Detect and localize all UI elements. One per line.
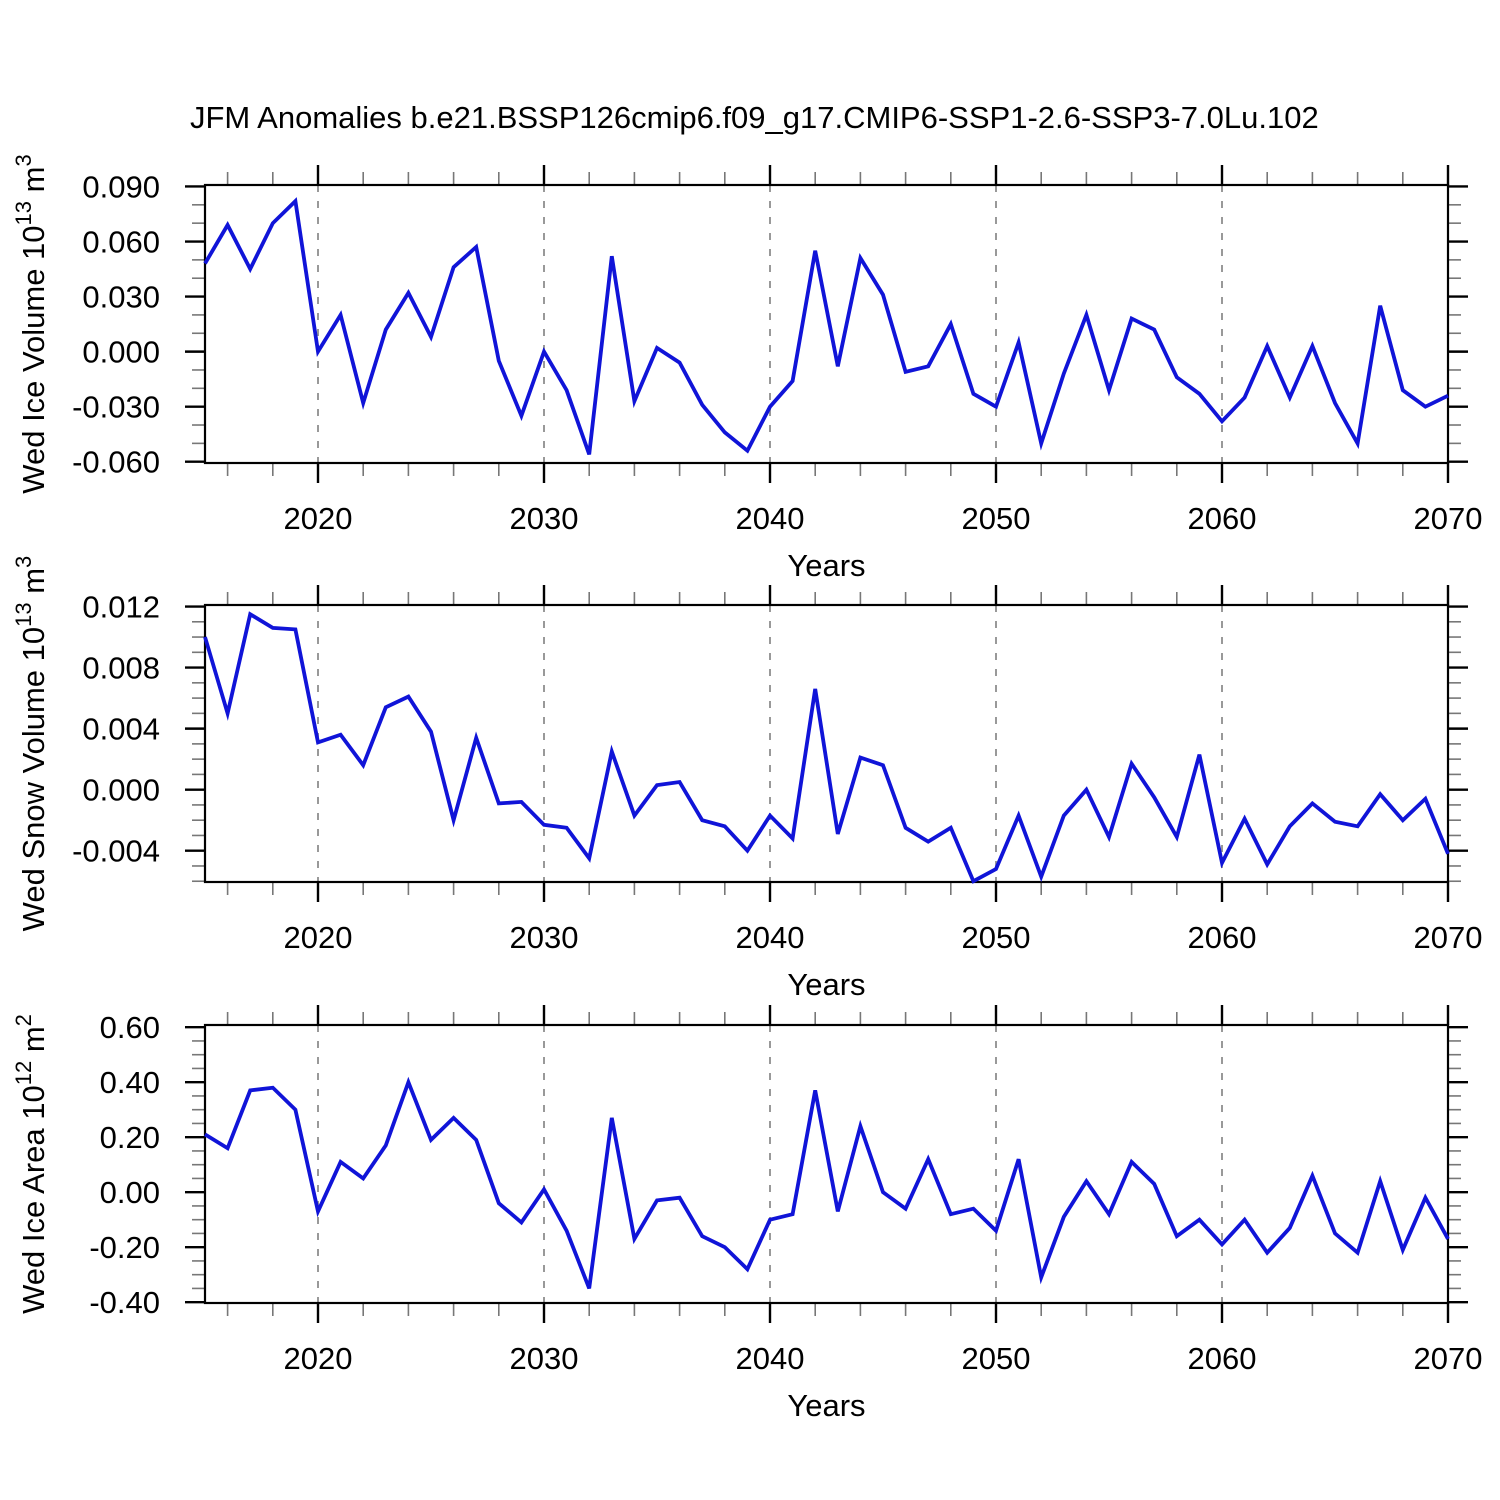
- y-tick-label: 0.000: [82, 773, 160, 808]
- x-tick-label: 2020: [284, 920, 353, 955]
- y-tick-label: 0.20: [100, 1120, 160, 1155]
- x-axis-title: Years: [787, 967, 865, 1002]
- x-tick-label: 2020: [284, 1341, 353, 1376]
- y-tick-label: 0.00: [100, 1175, 160, 1210]
- x-tick-label: 2020: [284, 501, 353, 536]
- y-tick-label: -0.060: [72, 445, 160, 480]
- x-tick-label: 2040: [736, 1341, 805, 1376]
- y-tick-label: 0.60: [100, 1010, 160, 1045]
- y-tick-label: -0.20: [89, 1230, 160, 1265]
- series-line: [203, 611, 1450, 884]
- x-axis-title: Years: [787, 548, 865, 583]
- y-tick-label: -0.40: [89, 1285, 160, 1320]
- x-tick-label: 2060: [1188, 501, 1257, 536]
- x-tick-label: 2070: [1414, 501, 1483, 536]
- y-tick-label: -0.030: [72, 390, 160, 425]
- y-tick-label: 0.012: [82, 590, 160, 625]
- x-tick-label: 2070: [1414, 920, 1483, 955]
- y-tick-label: 0.40: [100, 1065, 160, 1100]
- x-tick-label: 2060: [1188, 920, 1257, 955]
- x-tick-label: 2070: [1414, 1341, 1483, 1376]
- y-tick-label: 0.004: [82, 712, 160, 747]
- panel-3: 0.60 0.40 0.20 0.00 -0.20 -0.40 2020 2030 2040 20…: [11, 1005, 1482, 1423]
- y-axis-title: Wed Ice Volume 1013 m3: [11, 154, 51, 493]
- series-line: [203, 197, 1449, 456]
- y-tick-label: 0.030: [82, 280, 160, 315]
- plot-frame: [203, 1023, 1450, 1305]
- y-tick-label: 0.060: [82, 225, 160, 260]
- x-tick-label: 2060: [1188, 1341, 1257, 1376]
- chart-title: JFM Anomalies b.e21.BSSP126cmip6.f09_g17…: [190, 100, 1319, 135]
- x-tick-label: 2050: [962, 501, 1031, 536]
- panel-1: 0.090 0.060 0.030 0.000 -0.030 -0.060 2020 2030…: [11, 154, 1482, 583]
- x-tick-label: 2040: [736, 501, 805, 536]
- x-tick-label: 2030: [510, 920, 579, 955]
- x-tick-label: 2030: [510, 1341, 579, 1376]
- x-tick-label: 2050: [962, 920, 1031, 955]
- y-axis-title: Wed Snow Volume 1013 m3: [11, 556, 51, 932]
- plot-frame: [203, 603, 1450, 884]
- x-tick-label: 2050: [962, 1341, 1031, 1376]
- x-axis-title: Years: [787, 1388, 865, 1423]
- y-axis-title: Wed Ice Area 1012 m2: [11, 1014, 51, 1314]
- y-tick-label: 0.008: [82, 651, 160, 686]
- panel-2: 0.012 0.008 0.004 0.000 -0.004 2020 2030 2040 20…: [11, 556, 1482, 1002]
- x-tick-label: 2040: [736, 920, 805, 955]
- x-tick-label: 2030: [510, 501, 579, 536]
- plot-frame: [203, 183, 1450, 465]
- y-tick-label: 0.000: [82, 335, 160, 370]
- y-tick-label: -0.004: [72, 834, 160, 869]
- y-tick-label: 0.090: [82, 169, 160, 204]
- series-line: [204, 1076, 1450, 1290]
